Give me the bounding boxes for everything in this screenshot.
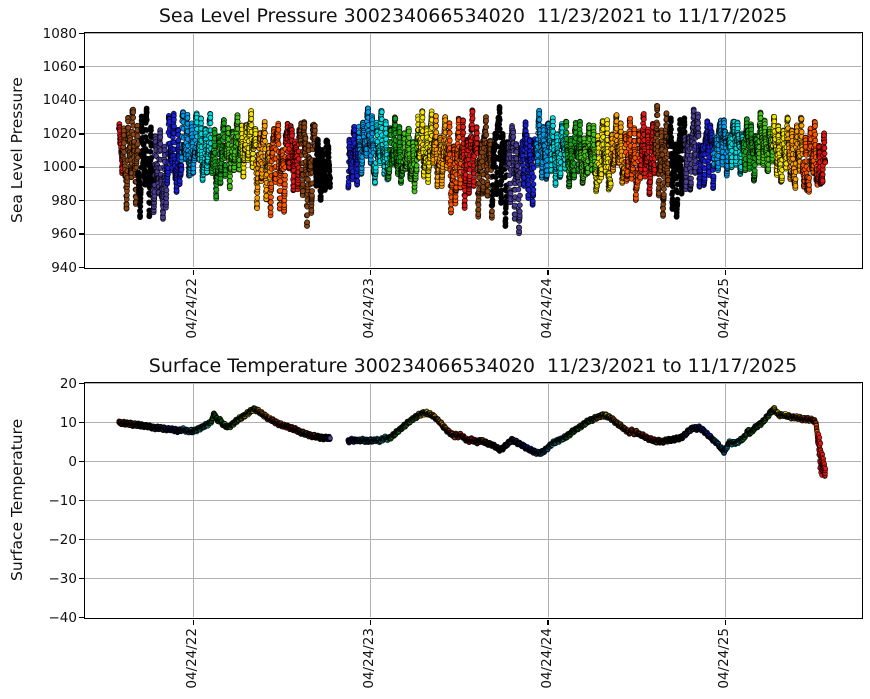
- x-tick-mark: [369, 269, 372, 275]
- x-tick-mark: [547, 619, 549, 625]
- x-tick-label: 04/24/22: [184, 277, 201, 339]
- x-tick-label: 04/24/23: [361, 277, 378, 339]
- x-tick-mark: [724, 619, 727, 625]
- y-tick-mark: [79, 577, 84, 580]
- x-tick-label: 04/24/25: [716, 277, 733, 339]
- y-tick-mark: [79, 382, 84, 385]
- y-tick-label: 1080: [42, 25, 77, 42]
- x-tick-mark: [369, 619, 372, 625]
- y-tick-label: 960: [51, 226, 77, 243]
- y-tick-mark: [79, 616, 84, 619]
- x-tick-label: 04/24/24: [539, 277, 556, 339]
- x-tick-label: 04/24/23: [361, 627, 378, 689]
- temperature-chart-title: Surface Temperature 300234066534020 11/2…: [148, 355, 798, 377]
- y-tick-mark: [79, 460, 84, 463]
- y-tick-mark: [79, 538, 84, 541]
- y-tick-mark: [79, 133, 84, 135]
- y-tick-label: 940: [51, 259, 77, 276]
- y-tick-label: −10: [48, 492, 78, 509]
- y-tick-label: 0: [68, 453, 77, 470]
- y-tick-label: −40: [48, 609, 78, 626]
- y-tick-label: 20: [59, 375, 77, 392]
- x-tick-mark: [724, 269, 727, 275]
- x-tick-label: 04/24/24: [539, 627, 556, 689]
- y-tick-mark: [79, 32, 84, 35]
- y-tick-label: 1040: [42, 92, 77, 109]
- y-tick-label: 1020: [42, 125, 77, 142]
- x-tick-mark: [192, 269, 195, 275]
- y-tick-mark: [79, 66, 84, 68]
- y-tick-mark: [79, 233, 84, 235]
- temperature-plot-area: [84, 382, 863, 619]
- pressure-scatter-canvas: [85, 33, 861, 267]
- y-tick-label: 980: [51, 192, 77, 209]
- pressure-chart-title: Sea Level Pressure 300234066534020 11/23…: [158, 5, 788, 27]
- y-tick-mark: [79, 99, 84, 102]
- y-tick-label: 1000: [42, 159, 77, 176]
- y-tick-label: 1060: [42, 58, 77, 75]
- y-tick-label: −30: [48, 570, 78, 587]
- y-tick-mark: [79, 266, 84, 269]
- y-tick-label: 10: [59, 414, 77, 431]
- x-tick-mark: [547, 269, 549, 275]
- y-tick-mark: [79, 166, 84, 168]
- x-tick-mark: [192, 619, 195, 625]
- x-tick-label: 04/24/25: [716, 627, 733, 689]
- temperature-scatter-canvas: [85, 383, 861, 617]
- y-tick-mark: [79, 499, 84, 502]
- y-tick-label: −20: [48, 531, 78, 548]
- pressure-plot-area: [84, 32, 863, 269]
- y-tick-mark: [79, 421, 84, 424]
- x-tick-label: 04/24/22: [184, 627, 201, 689]
- y-tick-mark: [79, 199, 84, 202]
